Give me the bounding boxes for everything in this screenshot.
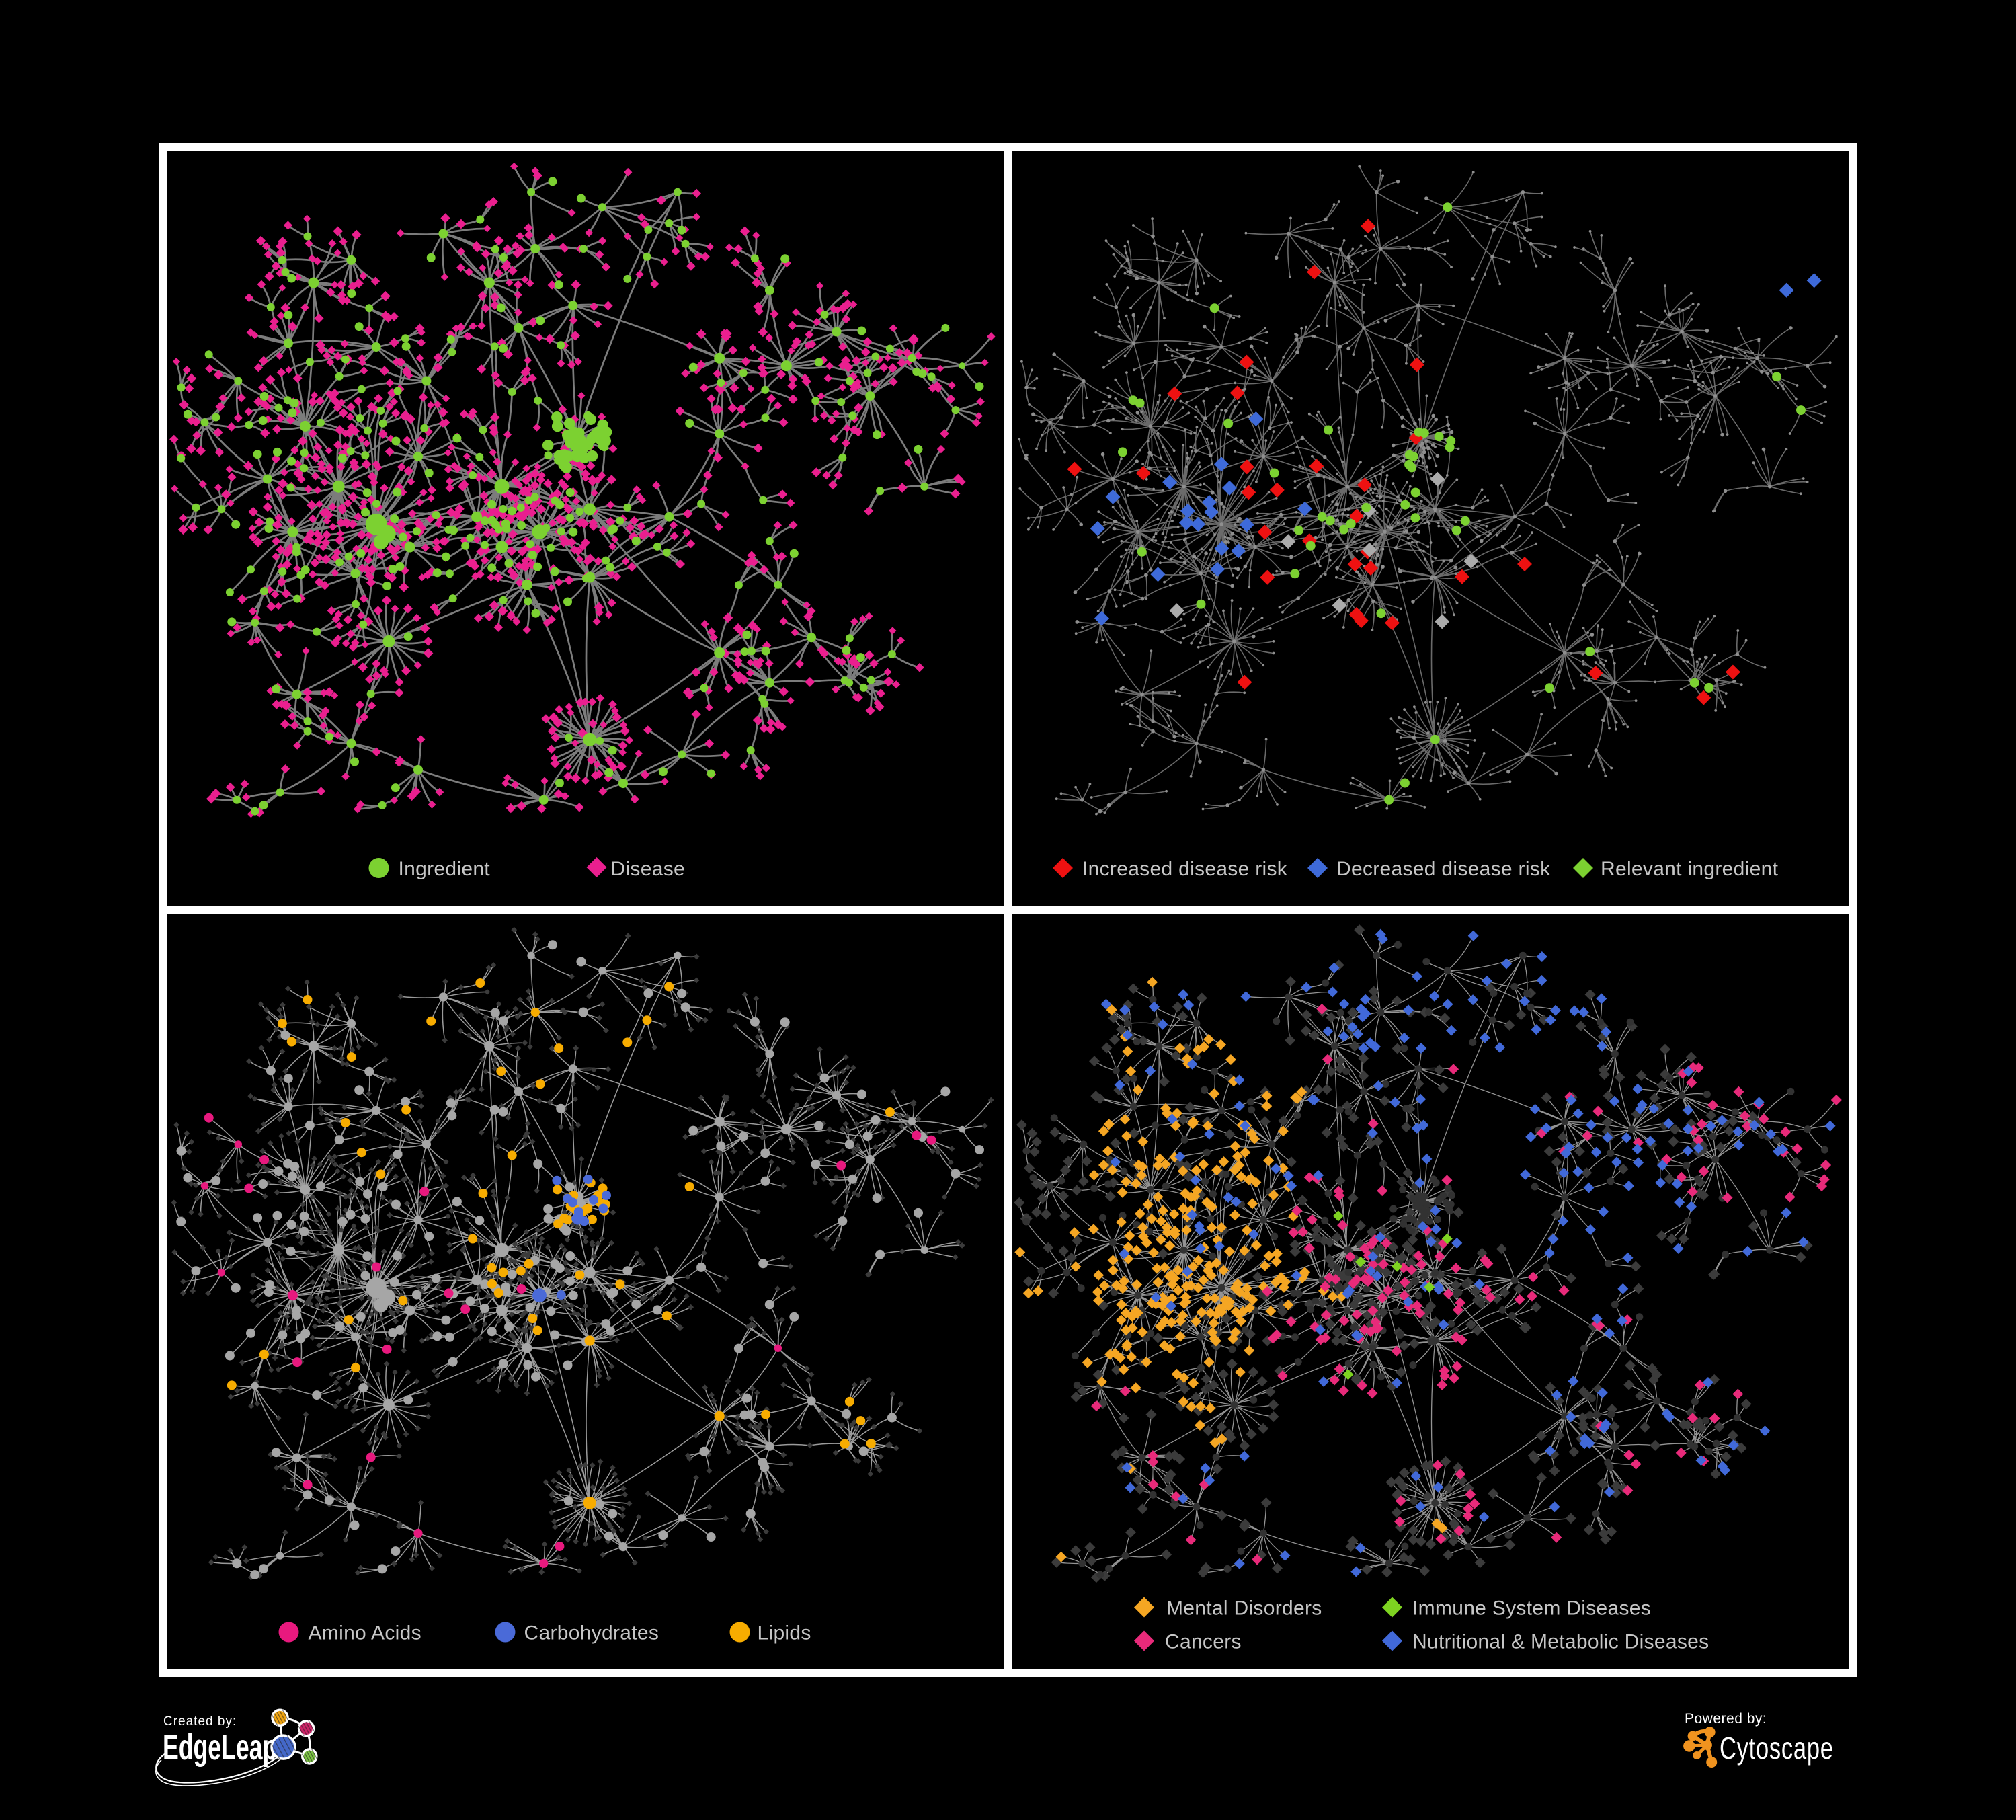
svg-text:Disease: Disease	[611, 858, 685, 880]
svg-text:Ingredient: Ingredient	[399, 858, 491, 880]
svg-text:Cancers: Cancers	[1165, 1631, 1242, 1653]
svg-text:Cytoscape: Cytoscape	[1720, 1731, 1834, 1766]
svg-text:Decreased disease risk: Decreased disease risk	[1336, 858, 1551, 880]
svg-text:Carbohydrates: Carbohydrates	[524, 1622, 659, 1645]
svg-text:Created by:: Created by:	[163, 1714, 237, 1729]
svg-text:EdgeLeap: EdgeLeap	[163, 1727, 277, 1768]
svg-text:Powered by:: Powered by:	[1685, 1711, 1767, 1727]
svg-text:Relevant ingredient: Relevant ingredient	[1601, 858, 1779, 880]
svg-text:Lipids: Lipids	[758, 1622, 811, 1645]
svg-text:Immune System Diseases: Immune System Diseases	[1412, 1597, 1651, 1620]
svg-text:Amino Acids: Amino Acids	[309, 1622, 421, 1645]
svg-text:Increased disease risk: Increased disease risk	[1082, 858, 1288, 880]
svg-text:Nutritional & Metabolic Diseas: Nutritional & Metabolic Diseases	[1412, 1631, 1709, 1653]
svg-text:Mental Disorders: Mental Disorders	[1166, 1597, 1322, 1620]
